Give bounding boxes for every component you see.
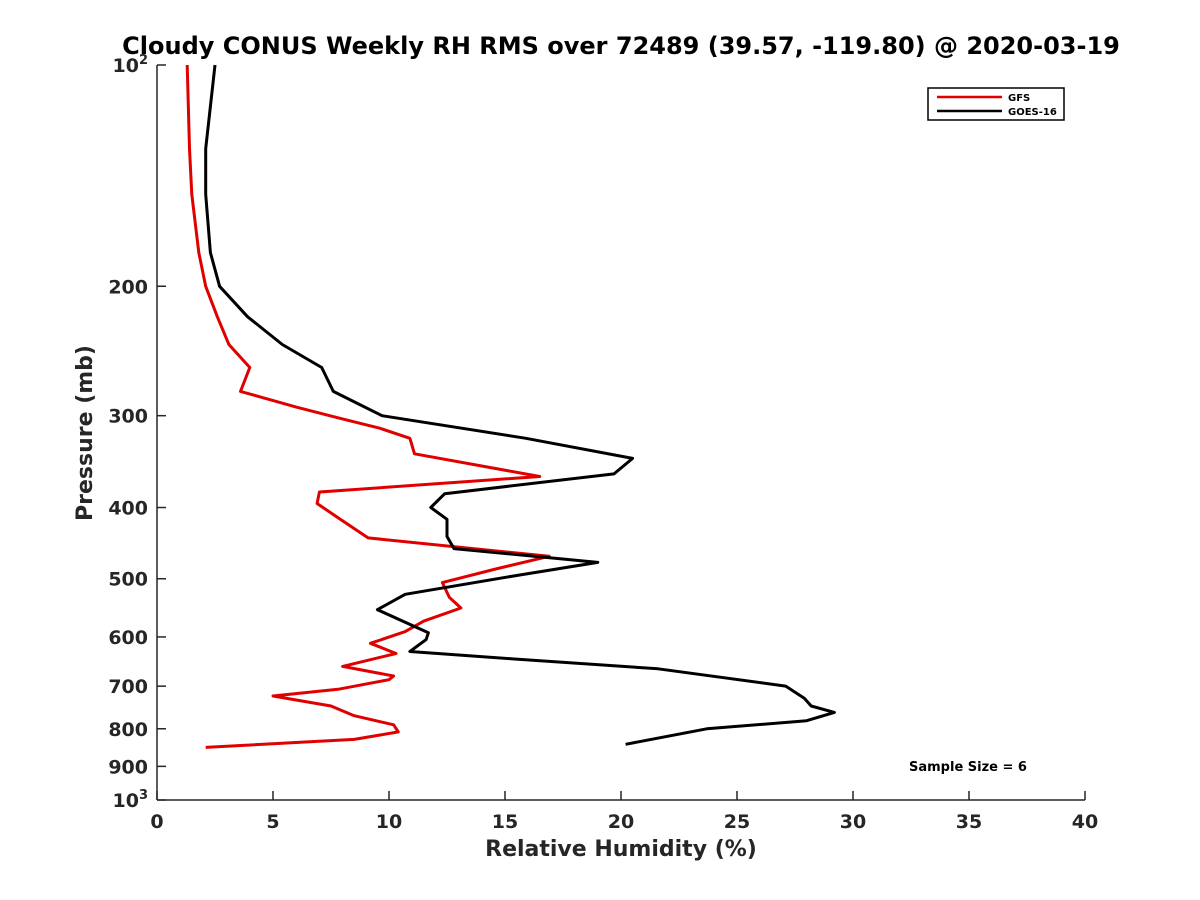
y-tick-label: 300 [108,406,148,428]
y-tick-label: 200 [108,276,148,298]
legend-label-goes16: GOES-16 [1008,107,1057,118]
x-tick-label: 40 [1072,811,1098,833]
y-tick-label: 500 [108,569,148,591]
y-tick-label: 900 [108,756,148,778]
y-tick-label: 400 [108,498,148,520]
x-tick-label: 10 [376,811,402,833]
x-tick-label: 0 [150,811,163,833]
chart-title: Cloudy CONUS Weekly RH RMS over 72489 (3… [122,32,1120,60]
x-tick-label: 20 [608,811,634,833]
x-tick-label: 25 [724,811,750,833]
series-line-goes16 [204,64,836,746]
x-axis-label: Relative Humidity (%) [485,837,757,862]
x-tick-label: 5 [266,811,279,833]
y-tick-label: 700 [108,676,148,698]
y-axis-ticks: 102 200 300 400 500 600 700 800 900 103 [108,53,166,812]
y-tick-label: 102 [113,53,149,77]
y-tick-label: 103 [113,788,149,812]
y-axis-label: Pressure (mb) [73,345,98,521]
plot-area [185,64,836,749]
x-tick-label: 35 [956,811,982,833]
sample-size-annotation: Sample Size = 6 [909,760,1027,775]
y-tick-label: 600 [108,627,148,649]
series-line-gfs [185,64,551,749]
x-tick-label: 15 [492,811,518,833]
y-tick-label: 800 [108,719,148,741]
x-axis-ticks: 0 5 10 15 20 25 30 35 40 [150,791,1098,833]
legend-box [927,87,1065,121]
legend: GFS GOES-16 [927,87,1065,121]
legend-label-gfs: GFS [1008,93,1030,104]
x-tick-label: 30 [840,811,866,833]
